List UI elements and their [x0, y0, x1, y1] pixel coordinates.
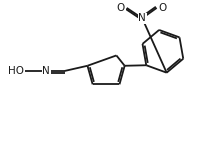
Text: N: N [138, 13, 146, 23]
Text: HO: HO [8, 66, 24, 76]
Text: N: N [42, 66, 50, 76]
Text: O: O [117, 3, 125, 13]
Text: O: O [158, 3, 167, 13]
